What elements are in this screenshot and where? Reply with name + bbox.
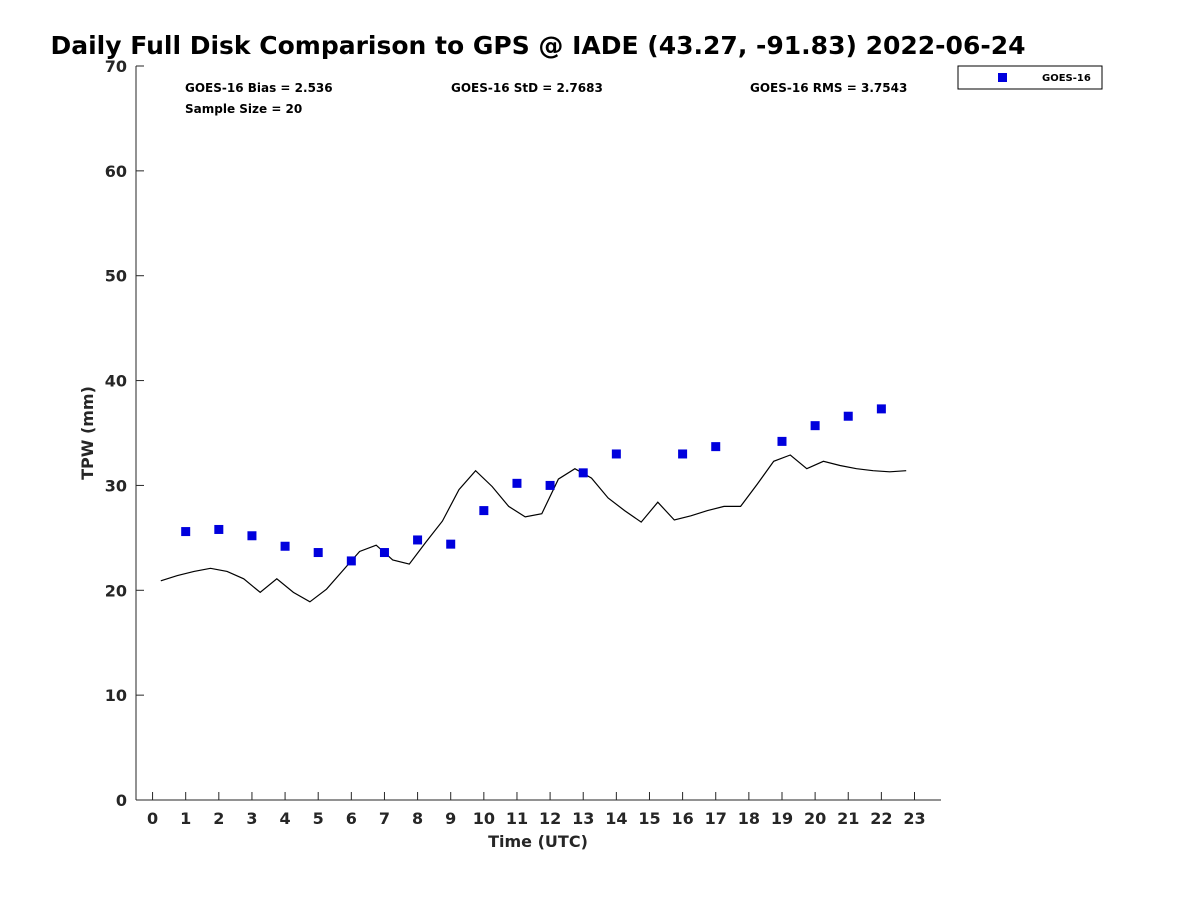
- gps-line: [160, 454, 907, 603]
- x-tick-label: 20: [804, 809, 826, 828]
- legend-label: GOES-16: [1042, 73, 1091, 84]
- x-tick-label: 12: [539, 809, 561, 828]
- chart-title: Daily Full Disk Comparison to GPS @ IADE…: [50, 31, 1025, 60]
- goes-point: [379, 548, 389, 558]
- goes-point: [479, 506, 489, 516]
- x-tick-label: 21: [837, 809, 859, 828]
- y-tick-label: 70: [105, 57, 127, 76]
- x-tick-label: 19: [771, 809, 793, 828]
- x-tick-label: 10: [473, 809, 495, 828]
- goes-point: [181, 527, 191, 537]
- legend-box: [957, 65, 1103, 90]
- x-tick-label: 18: [738, 809, 760, 828]
- goes-point-layer: [181, 404, 886, 566]
- goes-point: [843, 411, 853, 421]
- y-tick-label: 30: [105, 476, 127, 495]
- y-tick-label: 0: [116, 791, 127, 810]
- goes-point: [777, 436, 787, 446]
- goes-point: [280, 541, 290, 551]
- x-tick-label: 23: [903, 809, 925, 828]
- y-tick-label: 50: [105, 267, 127, 286]
- goes-point: [214, 524, 224, 534]
- goes-point: [678, 449, 688, 459]
- legend-marker: [998, 73, 1007, 82]
- goes-point: [413, 535, 423, 545]
- gps-line-layer: [160, 454, 907, 603]
- goes-point: [313, 548, 323, 558]
- goes-point: [512, 478, 522, 488]
- y-tick-label: 20: [105, 581, 127, 600]
- x-axis-label: Time (UTC): [488, 832, 588, 851]
- x-tick-label: 11: [506, 809, 528, 828]
- goes-point: [711, 442, 721, 452]
- goes-point: [810, 421, 820, 431]
- x-tick-label: 14: [605, 809, 627, 828]
- x-tick-label: 16: [671, 809, 693, 828]
- x-tick-label: 22: [870, 809, 892, 828]
- stat-sample-size: Sample Size = 20: [185, 102, 302, 116]
- x-tick-label: 9: [445, 809, 456, 828]
- stat-rms: GOES-16 RMS = 3.7543: [750, 81, 907, 95]
- y-axis-label: TPW (mm): [78, 386, 97, 480]
- x-tick-label: 1: [180, 809, 191, 828]
- x-tick-label: 0: [147, 809, 158, 828]
- y-tick-label: 60: [105, 162, 127, 181]
- legend: GOES-16: [957, 65, 1103, 90]
- goes-point: [545, 480, 555, 490]
- y-tick-label: 40: [105, 372, 127, 391]
- x-tick-label: 4: [280, 809, 291, 828]
- goes-point: [876, 404, 886, 414]
- y-tick-label: 10: [105, 686, 127, 705]
- x-tick-label: 8: [412, 809, 423, 828]
- goes-point: [611, 449, 621, 459]
- goes-point: [346, 556, 356, 566]
- goes-point: [446, 539, 456, 549]
- x-tick-label: 5: [313, 809, 324, 828]
- x-tick-label: 6: [346, 809, 357, 828]
- stat-bias: GOES-16 Bias = 2.536: [185, 81, 333, 95]
- x-tick-label: 2: [213, 809, 224, 828]
- x-tick-label: 17: [705, 809, 727, 828]
- goes-point: [578, 468, 588, 478]
- x-tick-label: 13: [572, 809, 594, 828]
- x-tick-label: 7: [379, 809, 390, 828]
- x-tick-label: 15: [638, 809, 660, 828]
- stat-std: GOES-16 StD = 2.7683: [451, 81, 603, 95]
- x-tick-label: 3: [246, 809, 257, 828]
- goes-point: [247, 531, 257, 541]
